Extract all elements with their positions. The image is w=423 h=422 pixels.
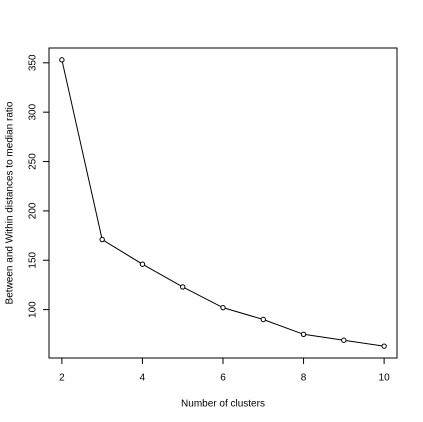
- y-tick-label: 100: [28, 301, 39, 318]
- x-tick-label: 6: [220, 373, 226, 384]
- y-tick-label: 350: [28, 54, 39, 71]
- point: [341, 337, 347, 343]
- y-tick-label: 200: [28, 202, 39, 219]
- point: [220, 304, 226, 311]
- x-tick-label: 4: [140, 373, 146, 384]
- x-axis-label: Number of clusters: [181, 399, 265, 410]
- point: [99, 236, 105, 243]
- point: [381, 343, 387, 349]
- x-tick-label: 10: [379, 373, 391, 384]
- point: [260, 316, 266, 323]
- y-axis-label: Between and Within distances to median r…: [5, 101, 16, 304]
- y-tick-label: 150: [28, 251, 39, 268]
- point: [139, 261, 146, 267]
- point: [59, 57, 65, 63]
- y-tick-label: 300: [28, 103, 39, 120]
- plot-frame: [48, 47, 398, 359]
- y-tick-label: 250: [28, 153, 39, 170]
- point: [300, 331, 307, 338]
- point: [180, 284, 186, 290]
- x-tick-label: 2: [59, 373, 65, 384]
- x-tick-label: 8: [301, 373, 307, 384]
- line: [61, 59, 385, 347]
